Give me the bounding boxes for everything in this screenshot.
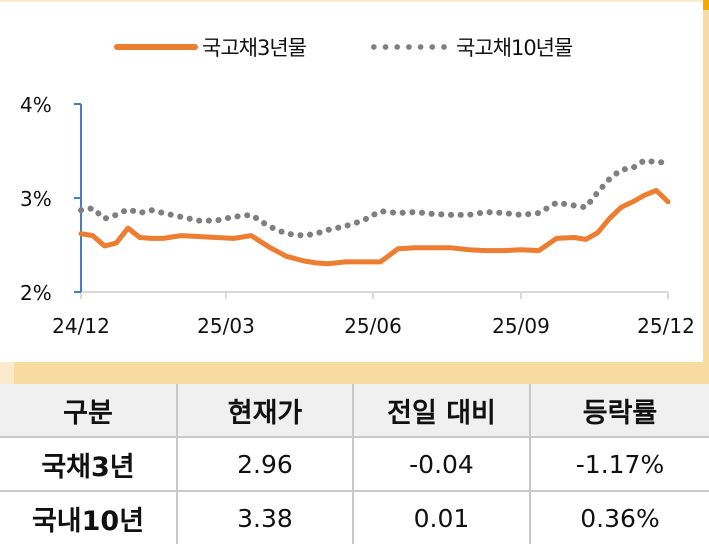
section-divider-band — [0, 362, 709, 384]
legend-dotted-line-icon — [368, 44, 450, 50]
row-price: 3.38 — [177, 491, 354, 544]
header-change: 전일 대비 — [353, 384, 531, 438]
bond-yield-table: 구분 현재가 전일 대비 등락률 국채3년 2.96 -0.04 -1.17% … — [0, 384, 709, 544]
header-rate: 등락률 — [530, 384, 709, 438]
table-header-row: 구분 현재가 전일 대비 등락률 — [0, 384, 709, 438]
legend-label-10y: 국고채10년물 — [456, 36, 573, 60]
series-line-10y — [78, 157, 671, 239]
header-price: 현재가 — [177, 384, 354, 438]
x-tick-label: 25/09 — [492, 314, 550, 338]
x-tick-label: 24/12 — [52, 314, 110, 338]
row-change: 0.01 — [353, 491, 531, 544]
x-tick-label: 25/06 — [344, 314, 402, 338]
right-border-accent — [703, 0, 709, 10]
row-rate: 0.36% — [530, 491, 709, 544]
legend-item-3y: 국고채3년물 — [114, 32, 307, 62]
legend-solid-line-icon — [114, 44, 198, 50]
x-axis-ticks — [80, 292, 669, 299]
legend-item-10y: 국고채10년물 — [368, 32, 573, 62]
line-chart: 4% 3% 2% 24/12 25/03 25/06 25/09 25/12 — [20, 93, 695, 338]
chart-legend: 국고채3년물 국고채10년물 — [0, 32, 703, 62]
legend-label-3y: 국고채3년물 — [202, 36, 307, 60]
row-rate: -1.17% — [530, 437, 709, 492]
table-row: 국내10년 3.38 0.01 0.36% — [0, 491, 709, 544]
row-name: 국내10년 — [0, 491, 178, 544]
right-border — [703, 0, 709, 372]
top-strip — [0, 0, 709, 2]
x-tick-label: 25/03 — [197, 314, 255, 338]
y-tick-label-2: 2% — [20, 281, 52, 305]
row-name: 국채3년 — [0, 437, 178, 492]
y-tick-label-3: 3% — [20, 187, 52, 211]
series-line-3y — [78, 188, 671, 267]
y-tick-label-4: 4% — [20, 93, 52, 117]
row-change: -0.04 — [353, 437, 531, 492]
band-notch — [0, 362, 14, 384]
header-category: 구분 — [0, 384, 178, 438]
chart-area: 국고채3년물 국고채10년물 4% 3% 2% 24/12 25/03 25/0… — [0, 2, 703, 362]
row-price: 2.96 — [177, 437, 354, 492]
table-row: 국채3년 2.96 -0.04 -1.17% — [0, 437, 709, 492]
x-tick-label: 25/12 — [637, 314, 695, 338]
y-axis-ticks — [74, 103, 81, 293]
